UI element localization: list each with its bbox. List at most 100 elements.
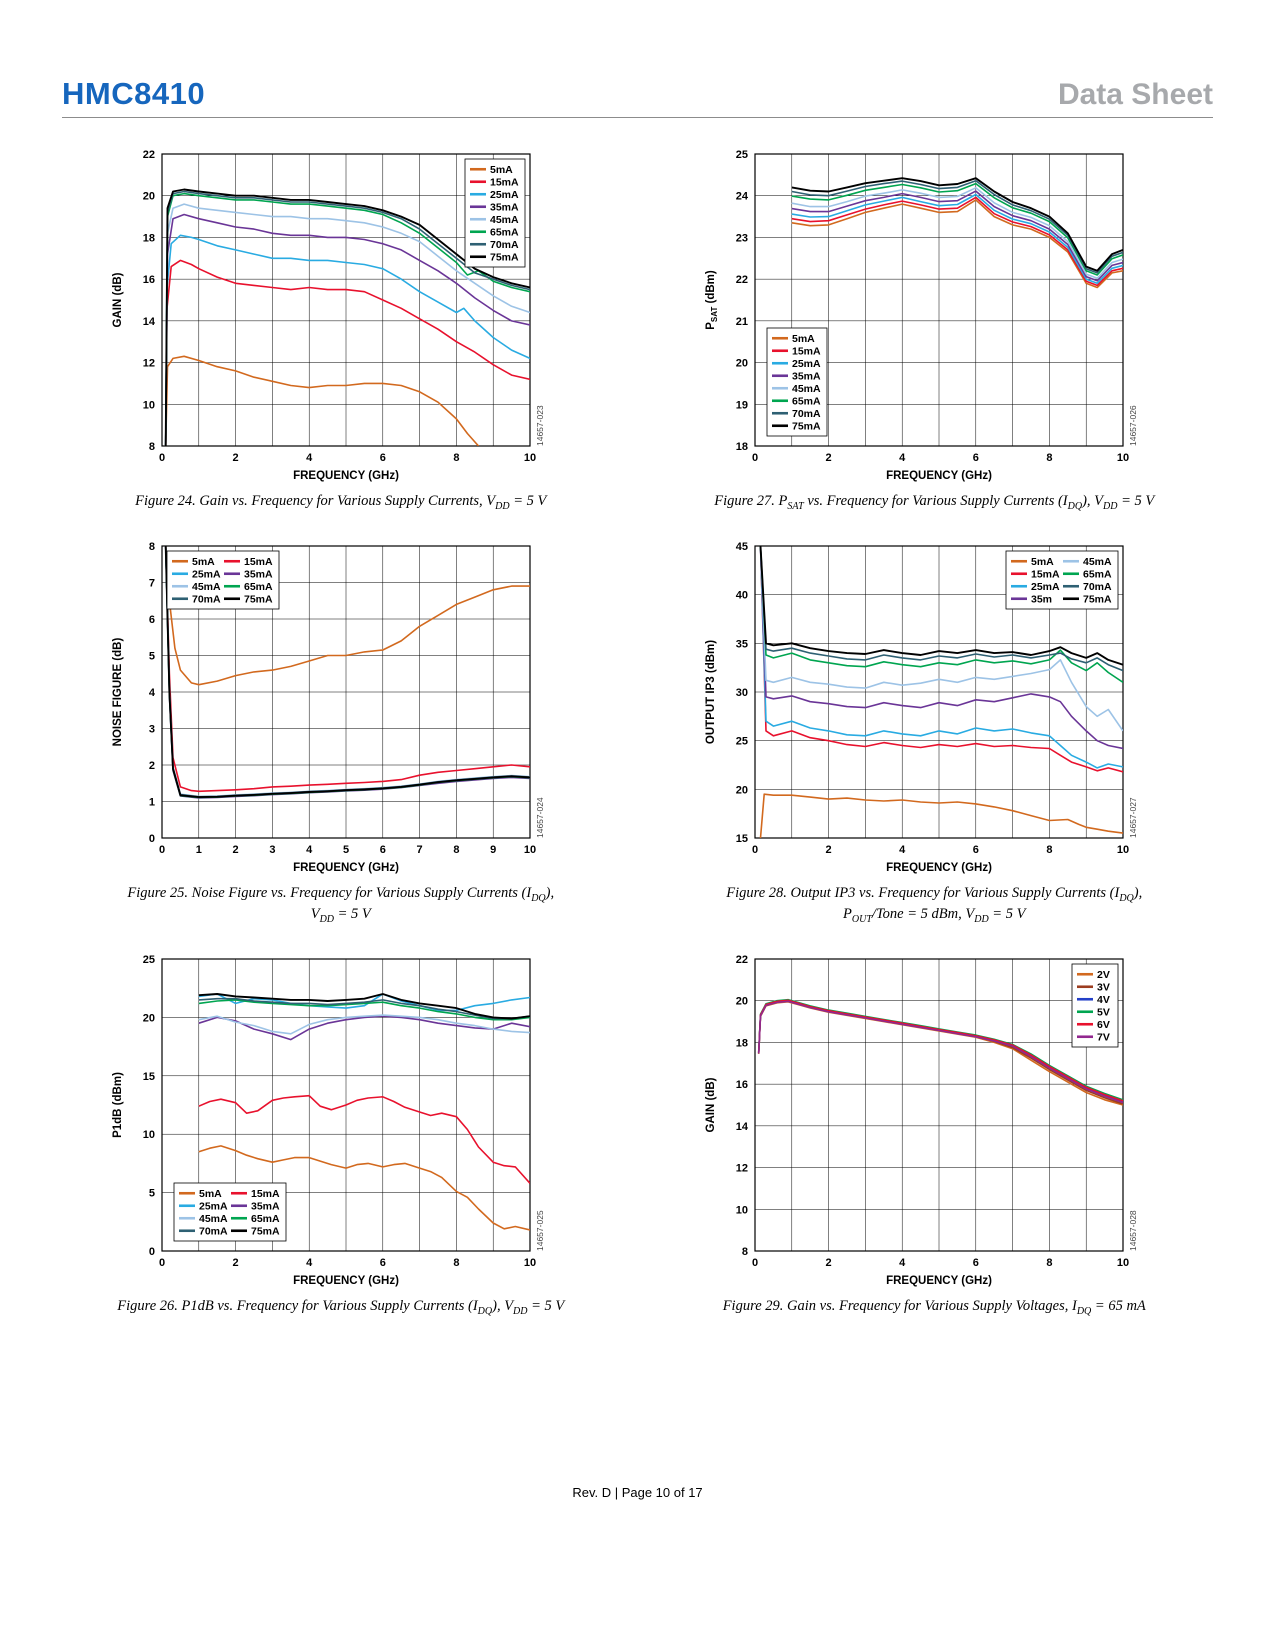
legend-label-25mA: 25mA bbox=[199, 1200, 228, 1212]
x-tick-label: 4 bbox=[306, 452, 313, 464]
legend-label-5mA: 5mA bbox=[792, 333, 815, 345]
legend-label-45mA: 45mA bbox=[792, 383, 821, 395]
x-tick-label: 8 bbox=[1047, 844, 1053, 856]
legend-label-45mA: 45mA bbox=[490, 214, 519, 226]
series-line-5mA bbox=[164, 545, 530, 686]
x-tick-label: 10 bbox=[524, 844, 536, 856]
x-axis-label: FREQUENCY (GHz) bbox=[886, 470, 992, 482]
x-tick-label: 10 bbox=[1117, 1257, 1129, 1269]
legend-label-70mA: 70mA bbox=[1083, 580, 1112, 592]
series-line-6V bbox=[758, 999, 1124, 1102]
y-tick-label: 19 bbox=[736, 399, 748, 411]
x-tick-label: 3 bbox=[269, 844, 275, 856]
legend-label-5mA: 5mA bbox=[192, 555, 215, 567]
x-tick-label: 5 bbox=[343, 844, 349, 856]
series-line-45mA bbox=[164, 203, 530, 446]
y-tick-label: 4 bbox=[149, 687, 156, 699]
series-line-3V bbox=[758, 1000, 1124, 1105]
x-tick-label: 6 bbox=[379, 844, 385, 856]
figure-code: 14657-026 bbox=[1128, 405, 1138, 446]
x-tick-label: 8 bbox=[1047, 1257, 1053, 1269]
chart-gain-vs-frequency-supply-voltages: 0 2 4 6 8 10 8 10 12 14 16 18 20 22 FREQUENCY (GHz) GAI… bbox=[699, 949, 1169, 1294]
chart-psat-vs-frequency: 0 2 4 6 8 10 18 19 20 21 22 23 24 25 FREQUENCY (GHz) PS… bbox=[699, 144, 1169, 489]
figure-code: 14657-025 bbox=[535, 1210, 545, 1251]
series-line-5mA bbox=[164, 355, 479, 446]
x-tick-label: 10 bbox=[1117, 844, 1129, 856]
series-line-5mA bbox=[759, 793, 1124, 838]
legend-label-15mA: 15mA bbox=[1031, 568, 1060, 580]
y-tick-label: 10 bbox=[143, 399, 155, 411]
y-tick-label: 35 bbox=[736, 638, 748, 650]
series-line-45mA bbox=[759, 545, 1124, 732]
x-tick-label: 6 bbox=[973, 844, 979, 856]
x-tick-label: 4 bbox=[306, 844, 313, 856]
x-axis-label: FREQUENCY (GHz) bbox=[886, 1275, 992, 1287]
figure-24-caption: Figure 24. Gain vs. Frequency for Variou… bbox=[135, 493, 547, 512]
figure-29: 0 2 4 6 8 10 8 10 12 14 16 18 20 22 FREQUENCY (GHz) GAI… bbox=[699, 949, 1169, 1319]
y-axis-label: PSAT (dBm) bbox=[705, 270, 719, 330]
page-header: HMC8410 Data Sheet bbox=[62, 0, 1213, 118]
x-axis-label: FREQUENCY (GHz) bbox=[886, 862, 992, 874]
series-line-15mA bbox=[164, 259, 530, 446]
legend-label-35mA: 35mA bbox=[251, 1200, 280, 1212]
y-tick-label: 6 bbox=[149, 614, 155, 626]
y-tick-label: 23 bbox=[736, 232, 748, 244]
chart-output-ip3-vs-frequency: 0 2 4 6 8 10 15 20 25 30 35 40 45 FREQUENCY (GHz) OUTP… bbox=[699, 536, 1169, 881]
series-line-45mA bbox=[791, 186, 1124, 280]
y-tick-label: 15 bbox=[143, 1071, 155, 1083]
legend-label-5V: 5V bbox=[1097, 1006, 1110, 1018]
legend-label-70mA: 70mA bbox=[192, 593, 221, 605]
figure-24: 0 2 4 6 8 10 8 10 12 14 16 18 20 22 FREQUENCY (GHz) GAI… bbox=[106, 144, 576, 514]
legend-label-35mA: 35mA bbox=[792, 370, 821, 382]
x-tick-label: 7 bbox=[416, 844, 422, 856]
legend-label-7V: 7V bbox=[1097, 1031, 1110, 1043]
legend-label-70mA: 70mA bbox=[490, 239, 519, 251]
series-line-15mA bbox=[759, 545, 1124, 773]
y-tick-label: 2 bbox=[149, 760, 155, 772]
x-tick-label: 1 bbox=[195, 844, 201, 856]
series-line-75mA bbox=[759, 545, 1124, 666]
y-tick-label: 14 bbox=[736, 1121, 749, 1133]
legend-label-35mA: 35mA bbox=[244, 568, 273, 580]
y-tick-label: 18 bbox=[143, 232, 155, 244]
y-axis-label: NOISE FIGURE (dB) bbox=[112, 637, 124, 746]
series-line-65mA bbox=[791, 182, 1124, 276]
page-footer: Rev. D | Page 10 of 17 bbox=[0, 1485, 1275, 1500]
x-tick-label: 2 bbox=[826, 844, 832, 856]
series-line-25mA bbox=[164, 234, 530, 446]
y-axis-label: GAIN (dB) bbox=[112, 272, 124, 327]
series-line-25mA bbox=[759, 545, 1124, 769]
y-tick-label: 10 bbox=[143, 1129, 155, 1141]
legend-label-70mA: 70mA bbox=[792, 408, 821, 420]
legend-label-45mA: 45mA bbox=[192, 580, 221, 592]
series-line-35mA bbox=[164, 213, 530, 446]
legend-label-35mA: 35mA bbox=[490, 201, 519, 213]
series-line-35mA bbox=[759, 545, 1124, 749]
figure-29-caption: Figure 29. Gain vs. Frequency for Variou… bbox=[722, 1298, 1146, 1317]
x-tick-label: 8 bbox=[453, 452, 459, 464]
legend-label-15mA: 15mA bbox=[490, 176, 519, 188]
legend-label-2V: 2V bbox=[1097, 969, 1110, 981]
product-title: HMC8410 bbox=[62, 76, 206, 111]
x-tick-label: 2 bbox=[232, 844, 238, 856]
y-tick-label: 16 bbox=[736, 1079, 748, 1091]
figure-26: 0 2 4 6 8 10 0 5 10 15 20 25 FREQUENCY (GHz) P1dB (dB… bbox=[106, 949, 576, 1319]
series-line-2V bbox=[758, 1001, 1124, 1106]
x-tick-label: 2 bbox=[826, 452, 832, 464]
series-line-65mA bbox=[198, 999, 530, 1021]
y-tick-label: 18 bbox=[736, 441, 748, 453]
legend-label-15mA: 15mA bbox=[251, 1188, 280, 1200]
y-tick-label: 1 bbox=[149, 796, 155, 808]
y-tick-label: 12 bbox=[736, 1163, 748, 1175]
x-tick-label: 6 bbox=[973, 1257, 979, 1269]
series-line-7V bbox=[758, 1000, 1124, 1104]
x-axis-label: FREQUENCY (GHz) bbox=[293, 862, 399, 874]
x-tick-label: 4 bbox=[899, 844, 906, 856]
series-line-70mA bbox=[791, 179, 1124, 274]
legend-label-5mA: 5mA bbox=[1031, 555, 1054, 567]
y-tick-label: 8 bbox=[742, 1246, 748, 1258]
x-tick-label: 0 bbox=[752, 844, 758, 856]
y-tick-label: 3 bbox=[149, 723, 155, 735]
figure-28: 0 2 4 6 8 10 15 20 25 30 35 40 45 FREQUENCY (GHz) OUTP… bbox=[699, 536, 1169, 927]
